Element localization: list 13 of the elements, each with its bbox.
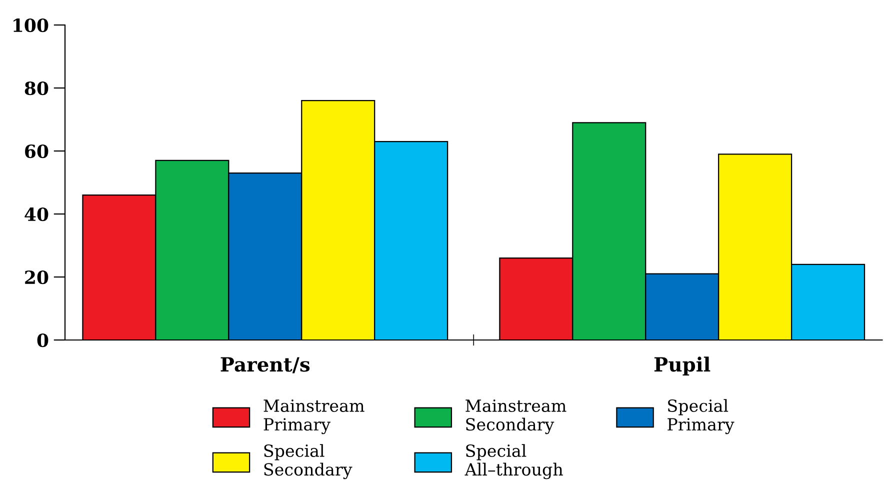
legend-label: Mainstream Primary bbox=[264, 400, 364, 434]
x-tick-label: Pupil bbox=[654, 356, 710, 376]
y-tick-label: 20 bbox=[25, 270, 48, 284]
y-tick-label: 80 bbox=[24, 81, 48, 96]
y-tick-label: 60 bbox=[25, 144, 48, 158]
legend-label: Special Secondary bbox=[264, 444, 352, 480]
legend-label: Special Primary bbox=[668, 399, 734, 434]
y-tick-label: 40 bbox=[24, 207, 48, 222]
y-tick-label: 100 bbox=[14, 18, 48, 32]
legend-label: Mainstream Secondary bbox=[466, 400, 566, 434]
legend-label: Special All–through bbox=[464, 444, 563, 480]
y-tick-label: 0 bbox=[37, 333, 48, 348]
x-tick-label: Parent/s bbox=[220, 357, 310, 374]
